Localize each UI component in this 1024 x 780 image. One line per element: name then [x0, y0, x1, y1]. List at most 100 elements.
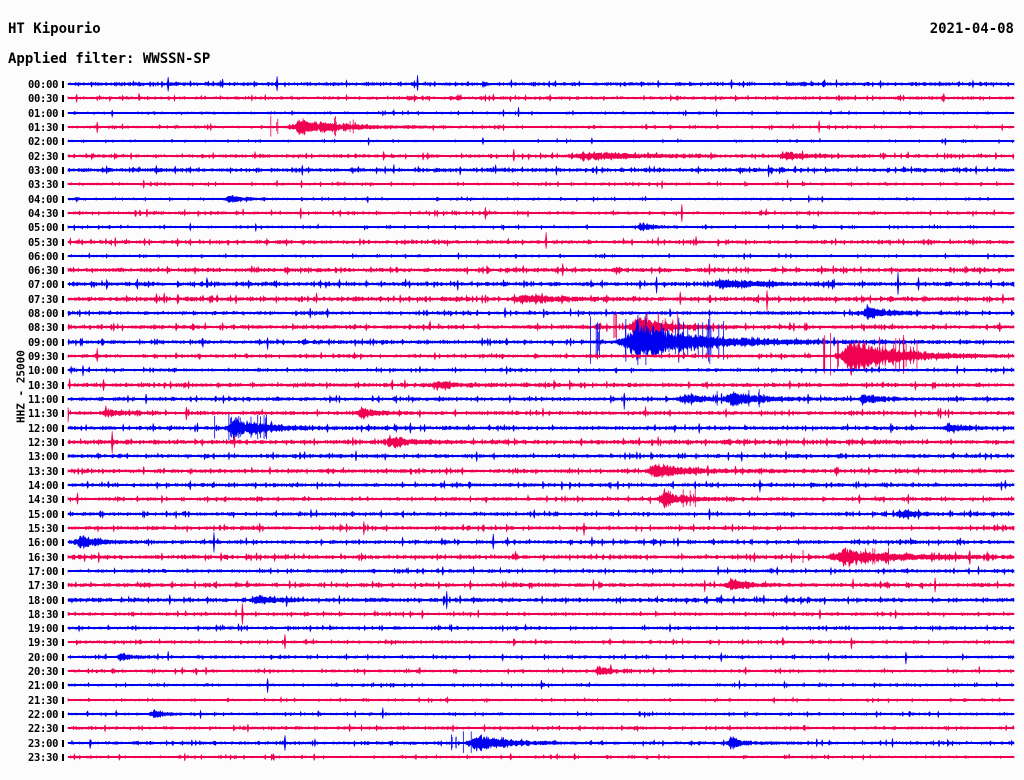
time-axis-tick [62, 668, 64, 676]
seismic-waveform [67, 634, 1015, 650]
seismic-trace-row [67, 413, 1015, 441]
seismic-trace-row [67, 515, 1015, 541]
seismic-trace-row [67, 672, 1015, 698]
time-axis-label: 14:30 [28, 494, 59, 507]
time-axis-label: 16:30 [28, 551, 59, 564]
seismic-trace-row [67, 333, 1015, 377]
seismic-waveform [67, 193, 1015, 203]
time-axis-label: 04:30 [28, 207, 59, 220]
time-axis-label: 17:00 [28, 565, 59, 578]
seismic-waveform [67, 263, 1015, 277]
time-axis-tick [62, 109, 64, 117]
time-axis-label: 06:30 [28, 265, 59, 278]
seismic-trace-row [67, 429, 1015, 455]
seismic-waveform [67, 75, 1015, 92]
time-axis-tick [62, 209, 64, 217]
seismic-trace-row [67, 730, 1015, 756]
time-axis-tick [62, 166, 64, 174]
time-axis-tick [62, 381, 64, 389]
time-axis-tick [62, 481, 64, 489]
seismic-waveform [67, 479, 1015, 493]
seismic-trace-row [67, 257, 1015, 283]
time-axis-label: 19:00 [28, 623, 59, 636]
time-axis-label: 00:30 [28, 93, 59, 106]
time-axis-label: 17:30 [28, 580, 59, 593]
seismic-trace-row [67, 701, 1015, 727]
seismic-trace-row [67, 271, 1015, 297]
time-axis-label: 20:30 [28, 666, 59, 679]
seismic-trace-row [67, 200, 1015, 226]
seismic-trace-row [67, 85, 1015, 111]
seismic-waveform [67, 93, 1015, 103]
time-axis-label: 18:00 [28, 594, 59, 607]
time-axis-tick [62, 123, 64, 131]
time-axis-tick [62, 439, 64, 446]
time-axis-label: 23:00 [28, 737, 59, 750]
seismic-trace-row [67, 186, 1015, 212]
station-title: HT Kipourio [8, 21, 101, 37]
time-axis-label: 01:00 [28, 107, 59, 120]
seismic-waveform [67, 106, 1015, 118]
seismic-trace-row [67, 644, 1015, 670]
seismic-waveform [67, 272, 1015, 296]
seismic-waveform [67, 623, 1015, 633]
time-axis-label: 11:00 [28, 394, 59, 407]
seismic-waveform [67, 431, 1015, 454]
seismic-waveform [67, 752, 1015, 762]
seismic-trace-row [67, 114, 1015, 140]
time-axis-tick [62, 639, 64, 647]
seismic-trace-row [67, 658, 1015, 684]
seismic-trace-row [67, 400, 1015, 426]
seismic-trace-row [67, 472, 1015, 498]
time-axis-tick [62, 338, 64, 346]
seismic-trace-row [67, 100, 1015, 126]
seismic-trace-row [67, 544, 1015, 570]
time-axis-label: 00:00 [28, 79, 59, 91]
time-axis-label: 19:30 [28, 637, 59, 650]
time-axis-label: 13:00 [28, 451, 59, 464]
seismic-waveform [67, 488, 1015, 509]
seismic-trace-row [67, 286, 1015, 312]
seismic-waveform [67, 577, 1015, 593]
time-axis-label: 08:30 [28, 322, 59, 335]
time-axis-label: 03:00 [28, 164, 59, 177]
seismic-waveform [67, 450, 1015, 463]
seismic-waveform [67, 222, 1015, 232]
seismic-waveform [67, 532, 1015, 553]
seismic-waveform [67, 164, 1015, 177]
time-axis-label: 21:00 [28, 680, 59, 693]
time-axis-label: 21:30 [28, 694, 59, 707]
time-axis-tick [62, 81, 64, 88]
seismic-waveform [67, 290, 1015, 311]
seismic-trace-row [67, 529, 1015, 555]
time-axis-tick [62, 181, 64, 189]
seismic-waveform [67, 137, 1015, 146]
seismic-waveform [67, 389, 1015, 410]
time-axis-tick [62, 582, 64, 590]
time-axis-tick [62, 596, 64, 604]
time-axis-label: 15:30 [28, 522, 59, 535]
seismic-waveform [67, 413, 1015, 441]
seismic-waveform [67, 312, 1015, 340]
time-axis-label: 02:30 [28, 150, 59, 163]
time-axis-label: 04:00 [28, 193, 59, 206]
time-axis-label: 22:00 [28, 709, 59, 722]
seismic-trace-row [67, 558, 1015, 584]
time-axis-tick [62, 725, 64, 733]
time-axis-tick [62, 625, 64, 633]
time-axis-tick [62, 711, 64, 719]
time-axis-tick [62, 195, 64, 203]
time-axis-tick [62, 324, 64, 332]
time-axis-label: 20:00 [28, 651, 59, 664]
time-axis-label: 15:00 [28, 508, 59, 521]
seismic-waveform [67, 148, 1015, 162]
time-axis-label: 03:30 [28, 179, 59, 192]
time-axis-label: 16:00 [28, 537, 59, 550]
time-axis-label: 14:00 [28, 479, 59, 492]
time-axis-label: 09:30 [28, 351, 59, 364]
time-axis-tick [62, 682, 64, 690]
seismic-trace-row [67, 715, 1015, 741]
time-axis-label: 23:30 [28, 752, 59, 765]
time-axis-tick [62, 653, 64, 661]
seismic-waveform [67, 204, 1015, 222]
